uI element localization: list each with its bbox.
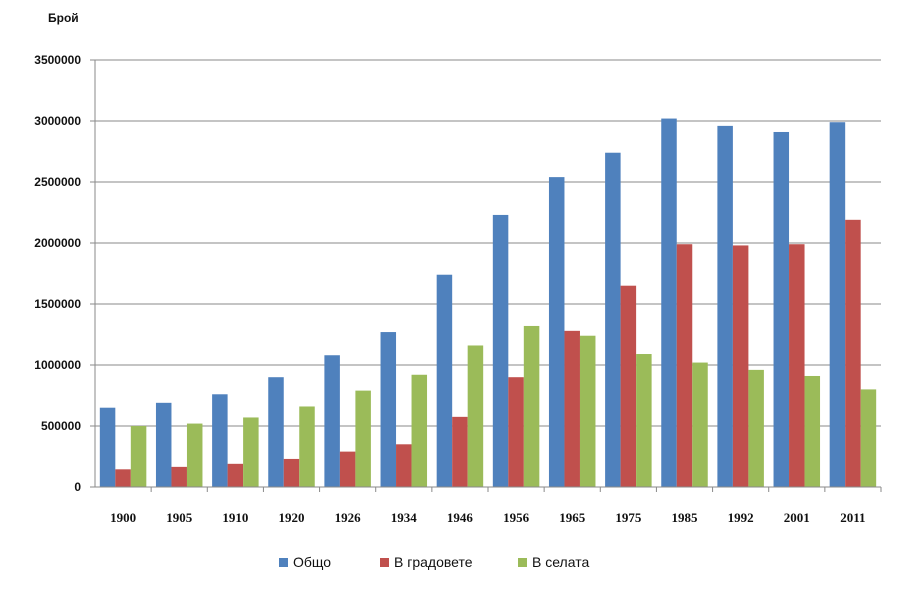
- x-tick-label: 1934: [391, 510, 418, 525]
- x-tick-label: 1985: [672, 510, 699, 525]
- x-tick-label: 1926: [335, 510, 362, 525]
- y-tick-label: 0: [74, 480, 81, 494]
- bar-1910-1: [227, 463, 244, 487]
- bar-1900-1: [115, 469, 131, 487]
- bar-1920-2: [299, 406, 315, 487]
- bar-2001-0: [773, 131, 790, 488]
- bar-1905-0: [155, 402, 172, 487]
- bar-2011-0: [829, 122, 846, 487]
- bar-1900-0: [99, 407, 116, 487]
- x-tick-label: 1905: [166, 510, 193, 525]
- bar-1934-0: [380, 332, 397, 487]
- y-tick-label: 1500000: [34, 297, 81, 311]
- x-tick-label: 1910: [222, 510, 248, 525]
- bar-1926-1: [339, 451, 356, 487]
- legend-swatch-0: [279, 558, 288, 567]
- y-tick-label: 3000000: [34, 114, 81, 128]
- x-tick-label: 1920: [279, 510, 305, 525]
- bar-1956-1: [508, 377, 524, 487]
- y-tick-label: 1000000: [34, 358, 81, 372]
- x-tick-label: 1965: [559, 510, 586, 525]
- bar-1975-0: [605, 152, 621, 487]
- bars: [99, 118, 877, 488]
- bar-1985-1: [676, 244, 693, 487]
- bar-1946-2: [467, 345, 484, 487]
- y-tick-label: 500000: [41, 419, 81, 433]
- bar-2001-1: [789, 244, 805, 487]
- bar-1905-2: [186, 423, 203, 487]
- bar-1905-1: [171, 466, 187, 487]
- bar-1920-1: [283, 458, 300, 487]
- x-tick-label: 1900: [110, 510, 136, 525]
- bar-1975-1: [620, 285, 637, 487]
- bar-1965-0: [548, 177, 565, 487]
- y-axis-label: Брой: [48, 11, 79, 25]
- bar-1900-2: [130, 426, 147, 487]
- bar-1956-0: [492, 214, 509, 487]
- bar-1934-2: [411, 374, 428, 487]
- legend-label-2: В селата: [532, 554, 589, 570]
- bar-1992-0: [717, 125, 733, 487]
- x-tick-label: 1946: [447, 510, 474, 525]
- bar-1926-0: [324, 355, 340, 487]
- bar-1965-2: [579, 335, 596, 487]
- bar-2001-2: [804, 375, 821, 487]
- bar-1946-1: [452, 416, 468, 487]
- bar-1920-0: [268, 377, 284, 487]
- x-tick-labels: 1900 1905 1910 1920 1926 1934 1946 1956 1965 1975…: [110, 510, 866, 525]
- legend-label-1: В градовете: [394, 554, 473, 570]
- x-tick-label: 2001: [784, 510, 810, 525]
- gridlines: [95, 59, 881, 427]
- legend-label-0: Общо: [293, 554, 331, 570]
- legend: Общо В градовете В селата: [279, 554, 589, 570]
- x-tick-label: 1975: [615, 510, 642, 525]
- bar-1926-2: [355, 390, 371, 487]
- bar-1956-2: [523, 325, 540, 487]
- bar-1985-2: [692, 362, 708, 487]
- y-tick-label: 2500000: [34, 175, 81, 189]
- bar-1992-2: [748, 369, 764, 487]
- y-tick-label: 3500000: [34, 53, 81, 67]
- x-tick-label: 1956: [503, 510, 530, 525]
- legend-swatch-1: [380, 558, 389, 567]
- y-tick-labels: 0 500000 1000000 1500000 2000000 2500000 30000…: [34, 53, 81, 494]
- bar-1934-1: [396, 444, 412, 487]
- bar-2011-1: [845, 219, 861, 487]
- legend-swatch-2: [518, 558, 527, 567]
- y-tick-label: 2000000: [34, 236, 81, 250]
- bar-1985-0: [661, 118, 677, 487]
- bar-1975-2: [636, 354, 652, 487]
- bar-1992-1: [732, 245, 749, 487]
- bar-1910-2: [243, 417, 259, 487]
- axes: [90, 59, 882, 492]
- bar-2011-2: [860, 389, 877, 487]
- bar-1965-1: [564, 330, 580, 487]
- bar-1946-0: [436, 274, 453, 487]
- x-tick-label: 2011: [840, 510, 865, 525]
- bar-1910-0: [212, 394, 228, 487]
- x-tick-label: 1992: [728, 510, 754, 525]
